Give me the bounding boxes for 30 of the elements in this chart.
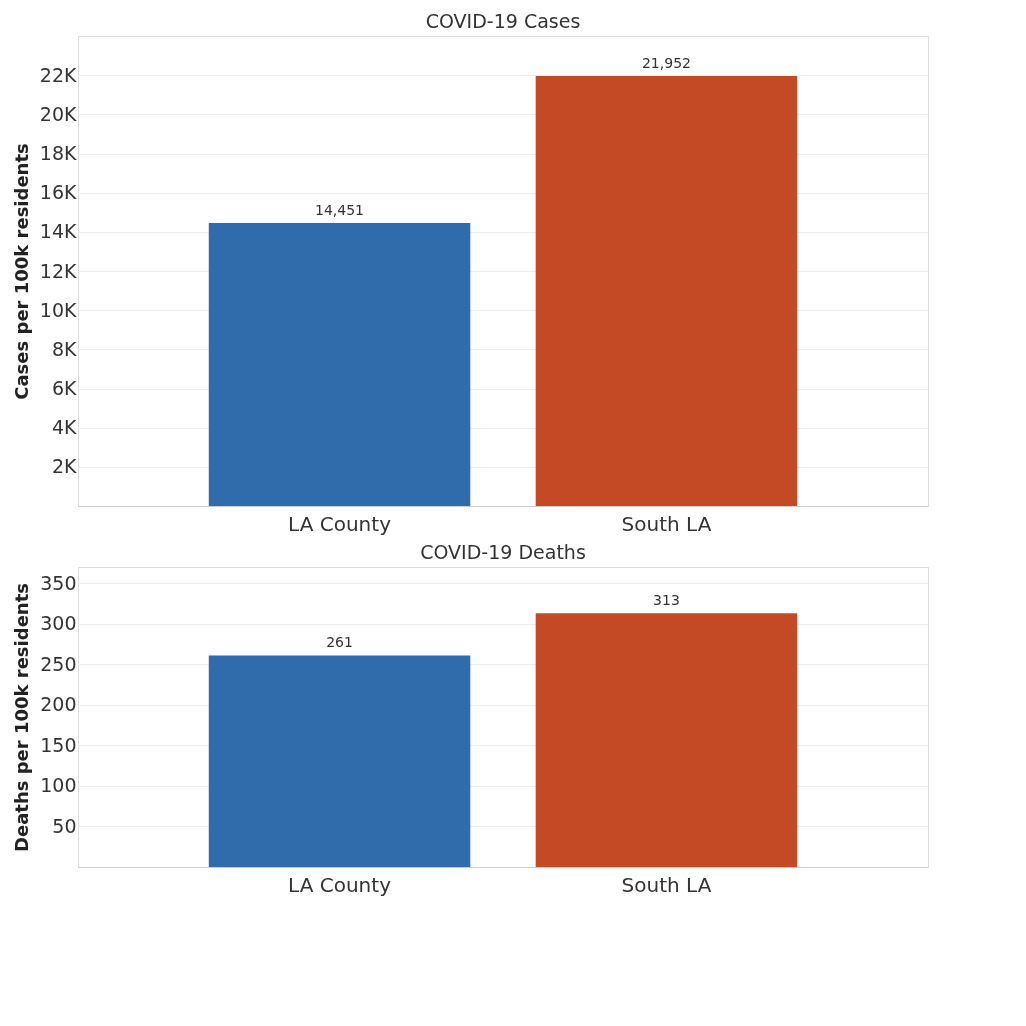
y-tick-label: 300: [40, 612, 77, 635]
data-label: 21,952: [641, 55, 691, 72]
y-tick-label: 16K: [39, 181, 78, 204]
y-tick-label: 200: [40, 693, 77, 716]
y-tick-label: 4K: [51, 416, 78, 439]
y-tick-label: 18K: [39, 142, 78, 164]
y-tick-label: 150: [40, 733, 77, 756]
x-tick-label: South LA: [621, 872, 712, 897]
y-tick-label: 250: [40, 652, 77, 675]
data-label: 313: [653, 592, 680, 609]
y-tick-label: 12K: [39, 259, 78, 282]
y-tick-label: 10K: [39, 298, 78, 321]
x-tick-label: South LA: [621, 511, 712, 536]
y-tick-label: 100: [40, 774, 77, 797]
y-axis-title: Cases per 100k residents: [10, 143, 32, 400]
y-tick-label: 20K: [39, 102, 78, 125]
y-tick-label: 50: [52, 814, 77, 837]
chart-title: COVID-19 Deaths: [420, 541, 586, 563]
data-label: 14,451: [315, 202, 365, 218]
data-label: 261: [326, 634, 353, 651]
y-tick-label: 6K: [51, 377, 78, 399]
y-tick-label: 22K: [39, 63, 78, 86]
y-tick-label: 8K: [51, 337, 78, 360]
x-tick-label: LA County: [288, 872, 392, 897]
y-tick-label: 14K: [39, 220, 78, 243]
chart-title: COVID-19 Cases: [425, 10, 581, 32]
y-tick-label: 350: [40, 571, 77, 594]
x-tick-label: LA County: [288, 511, 392, 536]
y-axis-title: Deaths per 100k residents: [11, 583, 33, 852]
y-tick-label: 2K: [51, 455, 78, 478]
